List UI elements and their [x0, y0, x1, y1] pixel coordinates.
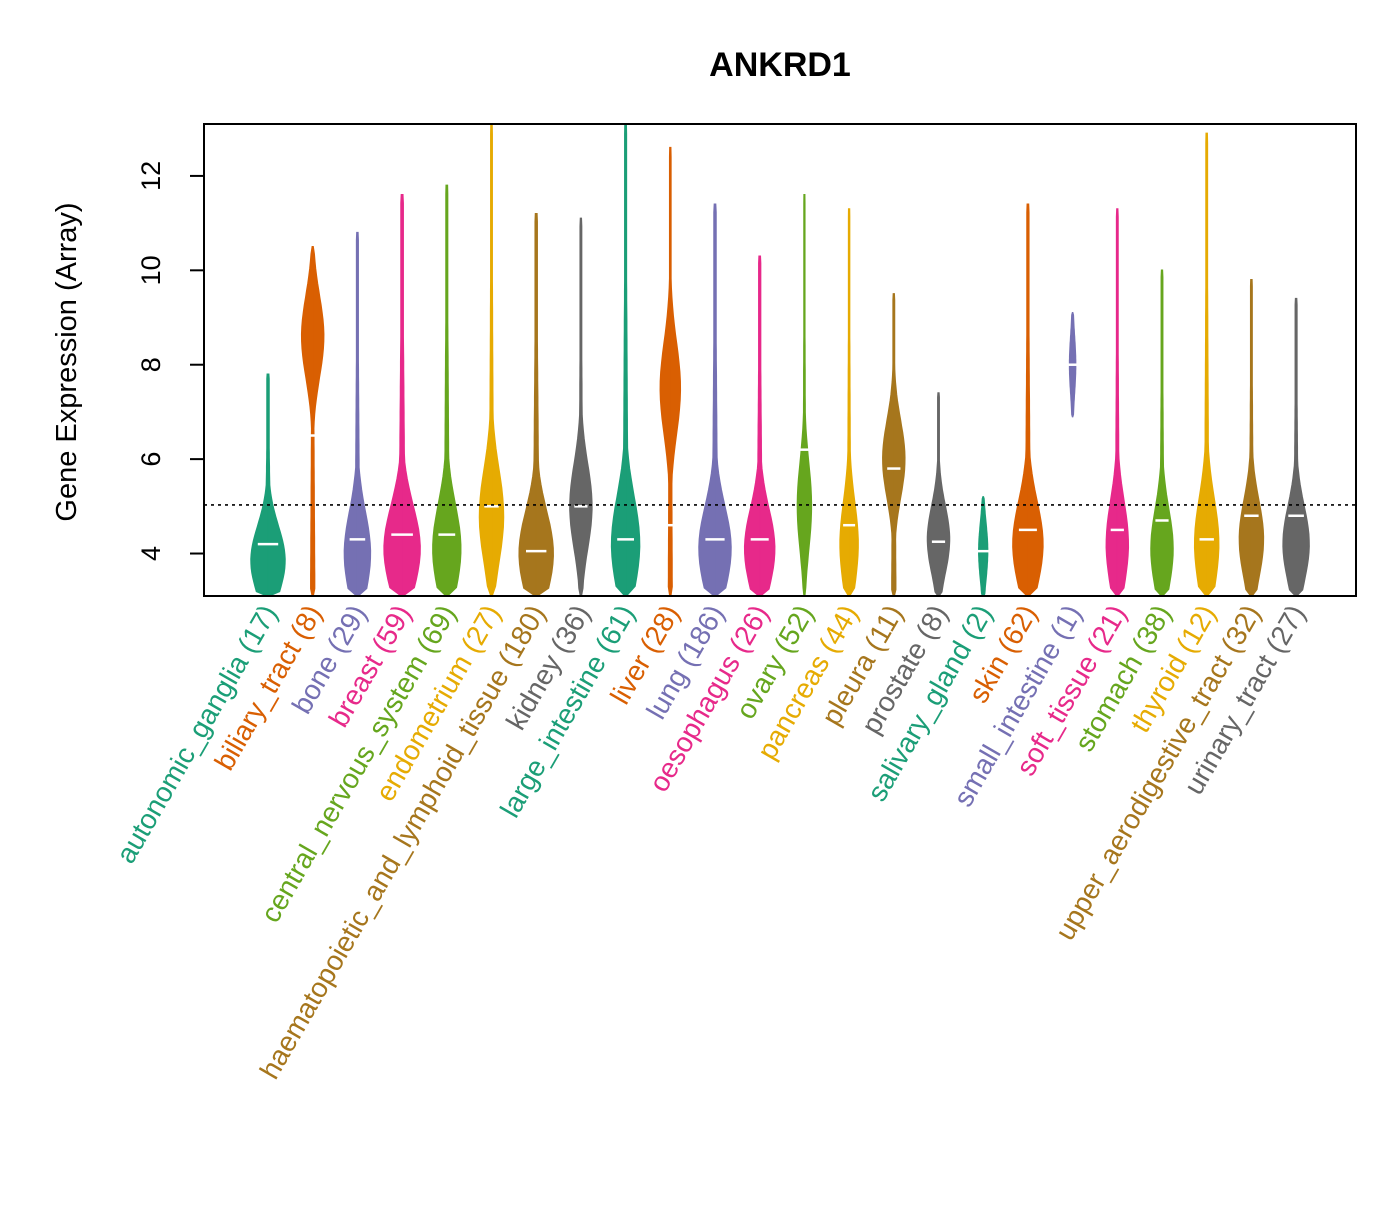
violin: [882, 293, 906, 597]
violin: [796, 194, 813, 597]
violin: [698, 203, 732, 597]
y-axis: 4 6 8 10 12: [136, 161, 204, 561]
chart-title: ANKRD1: [709, 46, 851, 84]
x-axis-labels: autonomic_ganglia (17)biliary_tract (8)b…: [110, 600, 1311, 1085]
violin: [383, 194, 421, 597]
y-tick-label: 4: [136, 546, 166, 561]
violin: [1282, 297, 1310, 597]
violin: [518, 212, 554, 597]
violin: [926, 392, 951, 597]
y-tick-label: 12: [136, 161, 166, 191]
violin: [839, 208, 859, 597]
violin: [250, 373, 286, 597]
violin: [300, 245, 325, 597]
violin: [1150, 269, 1174, 597]
plot-frame: [203, 123, 1357, 597]
violin: [743, 255, 776, 597]
violin: [343, 231, 372, 597]
violin: [659, 146, 682, 597]
violin-group: [250, 123, 1310, 597]
violin: [1193, 132, 1220, 597]
violin: [1238, 279, 1265, 597]
violin: [977, 496, 990, 597]
violin: [1066, 312, 1079, 418]
y-tick-label: 6: [136, 452, 166, 467]
violin: [478, 123, 505, 597]
y-tick-label: 8: [136, 357, 166, 372]
violin: [432, 184, 462, 597]
y-tick-label: 10: [136, 255, 166, 285]
violin: [1012, 203, 1044, 597]
violin: [569, 217, 593, 597]
violin: [610, 123, 641, 597]
y-axis-label: Gene Expression (Array): [51, 202, 83, 521]
violin: [1105, 208, 1130, 597]
